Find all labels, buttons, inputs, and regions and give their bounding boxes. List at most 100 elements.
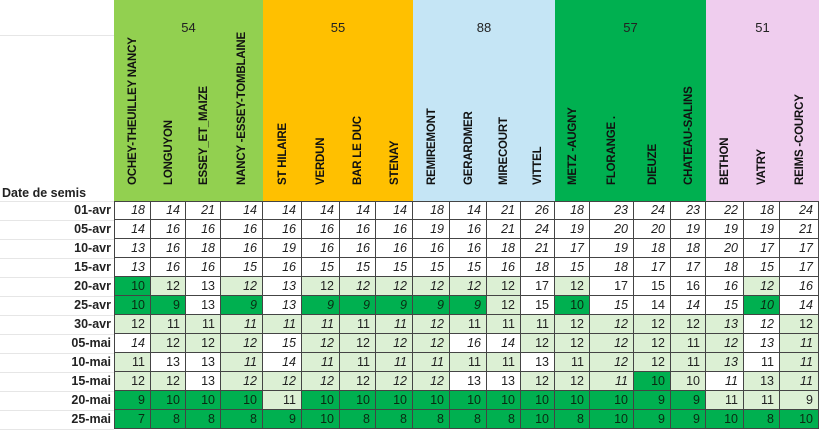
table-cell[interactable]: 10 <box>450 391 487 410</box>
table-cell[interactable]: 20 <box>706 239 744 258</box>
table-cell[interactable]: 12 <box>555 334 590 353</box>
table-cell[interactable]: 10 <box>590 391 634 410</box>
table-cell[interactable]: 11 <box>340 315 376 334</box>
table-cell[interactable]: 9 <box>671 410 706 429</box>
table-cell[interactable]: 15 <box>450 258 487 277</box>
table-cell[interactable]: 15 <box>302 258 340 277</box>
table-cell[interactable]: 9 <box>302 296 340 315</box>
table-cell[interactable]: 11 <box>671 353 706 372</box>
table-cell[interactable]: 14 <box>450 201 487 220</box>
table-cell[interactable]: 16 <box>376 220 413 239</box>
table-cell[interactable]: 12 <box>590 334 634 353</box>
column-header-station[interactable]: LONGUYON <box>151 0 186 201</box>
table-cell[interactable]: 15 <box>376 258 413 277</box>
column-header-station[interactable]: ST HILAIRE <box>263 0 302 201</box>
table-cell[interactable]: 13 <box>151 353 186 372</box>
table-cell[interactable]: 15 <box>555 258 590 277</box>
table-cell[interactable]: 12 <box>413 334 450 353</box>
table-cell[interactable]: 16 <box>263 258 302 277</box>
table-cell[interactable]: 18 <box>114 201 151 220</box>
table-cell[interactable]: 9 <box>151 296 186 315</box>
table-cell[interactable]: 11 <box>780 353 819 372</box>
table-cell[interactable]: 11 <box>263 315 302 334</box>
table-cell[interactable]: 21 <box>780 220 819 239</box>
table-cell[interactable]: 16 <box>263 220 302 239</box>
table-cell[interactable]: 8 <box>186 410 221 429</box>
column-header-station[interactable]: METZ -AUGNY <box>555 0 590 201</box>
table-cell[interactable]: 18 <box>590 258 634 277</box>
table-cell[interactable]: 19 <box>744 220 780 239</box>
table-cell[interactable]: 10 <box>706 410 744 429</box>
table-cell[interactable]: 12 <box>151 334 186 353</box>
table-cell[interactable]: 12 <box>634 315 671 334</box>
table-cell[interactable]: 13 <box>186 353 221 372</box>
table-cell[interactable]: 21 <box>487 201 521 220</box>
table-cell[interactable]: 23 <box>671 201 706 220</box>
table-cell[interactable]: 10 <box>340 391 376 410</box>
table-cell[interactable]: 14 <box>780 296 819 315</box>
table-cell[interactable]: 14 <box>114 334 151 353</box>
table-cell[interactable]: 16 <box>340 239 376 258</box>
table-cell[interactable]: 15 <box>634 277 671 296</box>
table-cell[interactable]: 14 <box>340 201 376 220</box>
table-cell[interactable]: 12 <box>671 315 706 334</box>
table-cell[interactable]: 12 <box>340 334 376 353</box>
table-cell[interactable]: 10 <box>376 391 413 410</box>
table-cell[interactable]: 24 <box>780 201 819 220</box>
table-cell[interactable]: 18 <box>521 258 555 277</box>
table-cell[interactable]: 12 <box>521 372 555 391</box>
table-cell[interactable]: 11 <box>590 372 634 391</box>
table-cell[interactable]: 12 <box>521 334 555 353</box>
table-cell[interactable]: 14 <box>487 334 521 353</box>
table-cell[interactable]: 18 <box>413 201 450 220</box>
table-cell[interactable]: 10 <box>780 410 819 429</box>
table-cell[interactable]: 12 <box>706 334 744 353</box>
table-cell[interactable]: 11 <box>744 353 780 372</box>
table-cell[interactable]: 13 <box>706 353 744 372</box>
table-cell[interactable]: 12 <box>302 334 340 353</box>
table-cell[interactable]: 8 <box>413 410 450 429</box>
table-cell[interactable]: 10 <box>186 391 221 410</box>
table-cell[interactable]: 11 <box>780 372 819 391</box>
table-cell[interactable]: 11 <box>555 353 590 372</box>
table-cell[interactable]: 11 <box>487 315 521 334</box>
table-cell[interactable]: 13 <box>706 315 744 334</box>
table-cell[interactable]: 13 <box>521 353 555 372</box>
table-cell[interactable]: 13 <box>263 277 302 296</box>
table-cell[interactable]: 8 <box>376 410 413 429</box>
table-cell[interactable]: 21 <box>521 239 555 258</box>
table-cell[interactable]: 24 <box>521 220 555 239</box>
table-cell[interactable]: 11 <box>376 315 413 334</box>
table-cell[interactable]: 10 <box>302 410 340 429</box>
column-header-station[interactable]: REIMS -COURCY <box>780 0 819 201</box>
column-header-station[interactable]: ESSEY_ET_MAIZE <box>186 0 221 201</box>
table-cell[interactable]: 8 <box>555 410 590 429</box>
table-cell[interactable]: 16 <box>186 220 221 239</box>
table-cell[interactable]: 8 <box>450 410 487 429</box>
table-cell[interactable]: 12 <box>413 315 450 334</box>
table-cell[interactable]: 19 <box>706 220 744 239</box>
table-cell[interactable]: 9 <box>221 296 263 315</box>
table-cell[interactable]: 12 <box>221 372 263 391</box>
table-cell[interactable]: 10 <box>114 296 151 315</box>
table-cell[interactable]: 18 <box>706 258 744 277</box>
table-cell[interactable]: 23 <box>590 201 634 220</box>
table-cell[interactable]: 17 <box>555 239 590 258</box>
table-cell[interactable]: 12 <box>340 277 376 296</box>
table-cell[interactable]: 11 <box>450 315 487 334</box>
table-cell[interactable]: 10 <box>151 391 186 410</box>
table-cell[interactable]: 13 <box>186 277 221 296</box>
table-cell[interactable]: 12 <box>744 315 780 334</box>
table-cell[interactable]: 13 <box>114 239 151 258</box>
table-cell[interactable]: 11 <box>114 353 151 372</box>
table-cell[interactable]: 8 <box>151 410 186 429</box>
table-cell[interactable]: 22 <box>706 201 744 220</box>
table-cell[interactable]: 10 <box>634 372 671 391</box>
table-cell[interactable]: 15 <box>221 258 263 277</box>
column-header-station[interactable]: VITTEL <box>521 0 555 201</box>
table-cell[interactable]: 12 <box>413 372 450 391</box>
column-header-station[interactable]: VATRY <box>744 0 780 201</box>
table-cell[interactable]: 12 <box>340 372 376 391</box>
table-cell[interactable]: 16 <box>151 239 186 258</box>
table-cell[interactable]: 16 <box>671 277 706 296</box>
